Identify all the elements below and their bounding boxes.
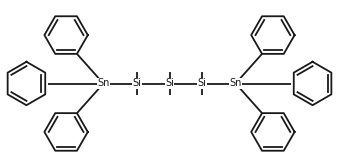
Text: Si: Si (165, 78, 174, 89)
Text: Sn: Sn (230, 78, 242, 89)
Text: Si: Si (197, 78, 206, 89)
Text: Si: Si (133, 78, 142, 89)
Text: Sn: Sn (97, 78, 109, 89)
